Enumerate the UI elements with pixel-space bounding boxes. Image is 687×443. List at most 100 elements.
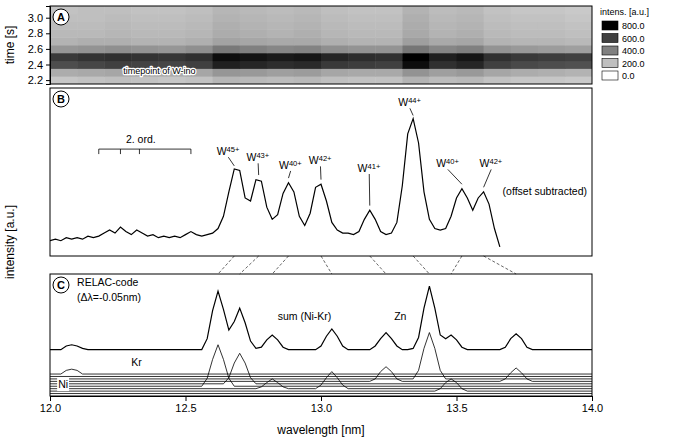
tick-label: 12.5 (175, 402, 196, 414)
heatmap-cell (213, 61, 241, 69)
heatmap-cell (294, 29, 322, 37)
x-axis: 12.012.513.013.514.0 (40, 396, 603, 414)
annotation: Kr (131, 356, 142, 368)
tick-label: 12.0 (40, 402, 61, 414)
heatmap-cell (429, 29, 457, 37)
tick-label: 2.2 (28, 74, 43, 86)
annotation: (offset subtracted) (503, 185, 587, 197)
heatmap-cell (457, 76, 485, 84)
connector-line (451, 256, 462, 274)
heatmap-cell (538, 76, 566, 84)
heatmap-cell (538, 53, 566, 61)
heatmap-cell (131, 45, 159, 53)
heatmap-cell (565, 14, 592, 22)
heatmap-cell (131, 14, 159, 22)
heatmap-cell (348, 29, 376, 37)
label-patch (435, 156, 460, 170)
tick-mark (46, 18, 50, 19)
label-part: W (246, 151, 256, 163)
heatmap-cell (457, 61, 485, 69)
heatmap-cell (104, 37, 132, 45)
label-patches (125, 95, 588, 198)
heatmap-cell (565, 6, 592, 14)
heatmap-cell (158, 6, 186, 14)
heatmap-cell (240, 29, 268, 37)
heatmap-cell (402, 53, 430, 61)
annotation: W42+ (309, 154, 332, 166)
panel-letter: C (53, 277, 69, 293)
heatmap-cell (213, 37, 241, 45)
annotation: sum (Ni-Kr) (278, 310, 332, 322)
heatmap-cell (50, 29, 78, 37)
label-superscript: 41+ (368, 162, 381, 171)
label-superscript: 40+ (446, 157, 459, 166)
tick-label: 2.4 (28, 59, 43, 71)
heatmap-cell (321, 76, 349, 84)
label-patch (57, 377, 69, 391)
colorbar-swatch (602, 34, 618, 43)
label-part: W (217, 145, 227, 157)
panel-letter-text: B (57, 93, 65, 105)
heatmap-cell (213, 6, 241, 14)
leader-line (320, 166, 322, 179)
spectrum-line (50, 379, 592, 391)
heatmap-cell (375, 22, 403, 30)
colorbar-label: 800.0 (622, 21, 645, 31)
heatmap-cell (511, 61, 539, 69)
heatmap-cell (267, 14, 295, 22)
heatmap-cell (186, 53, 214, 61)
heatmap-cell (565, 53, 592, 61)
heatmap-cell (457, 6, 485, 14)
heatmap-cell (429, 14, 457, 22)
heatmap-cell (294, 22, 322, 30)
heatmap-cell (321, 61, 349, 69)
panel-letter: B (53, 91, 69, 107)
heatmap-cell (348, 14, 376, 22)
heatmap-cell (158, 76, 186, 84)
panel-letter-circle (53, 277, 69, 293)
heatmap-cell (375, 53, 403, 61)
heatmap-cell (104, 53, 132, 61)
heatmap (50, 6, 592, 84)
annotation: W43+ (246, 151, 269, 163)
heatmap-cell (402, 76, 430, 84)
heatmap-cell (457, 14, 485, 22)
heatmap-cell (158, 37, 186, 45)
label-patch (278, 158, 303, 172)
heatmap-cell (267, 6, 295, 14)
heatmap-cell (213, 14, 241, 22)
heatmap-cell (240, 37, 268, 45)
heatmap-cell (348, 61, 376, 69)
heatmap-cell (186, 6, 214, 14)
colorbar-label: 200.0 (622, 59, 645, 69)
annotation: Ni (58, 378, 68, 390)
y-axis-line (46, 7, 51, 85)
label-patch (393, 309, 407, 323)
heatmap-cell (131, 37, 159, 45)
tick: 2.2 (28, 74, 50, 86)
heatmap-cell (77, 6, 105, 14)
label-patch (76, 275, 139, 289)
heatmap-cell (213, 53, 241, 61)
heatmap-cell (402, 37, 430, 45)
connector-line (484, 256, 517, 274)
connector-line (240, 256, 259, 274)
tick-mark (46, 33, 50, 34)
heatmap-cell (131, 6, 159, 14)
label-superscript: 42+ (319, 154, 332, 163)
label-part: W (480, 157, 490, 169)
heatmap-cell (50, 53, 78, 61)
colorbar-label: 400.0 (622, 46, 645, 56)
heatmap-cell (348, 45, 376, 53)
heatmap-cell (375, 45, 403, 53)
heatmap-cell (511, 76, 539, 84)
heatmap-cell (213, 22, 241, 30)
heatmap-cell (375, 37, 403, 45)
heatmap-cell (240, 68, 268, 76)
tick: 12.0 (40, 396, 61, 414)
plot-lines (50, 286, 592, 393)
heatmap-cell (50, 45, 78, 53)
label-superscript: 45+ (227, 145, 240, 154)
label-patches (57, 275, 407, 391)
heatmap-cell (294, 76, 322, 84)
